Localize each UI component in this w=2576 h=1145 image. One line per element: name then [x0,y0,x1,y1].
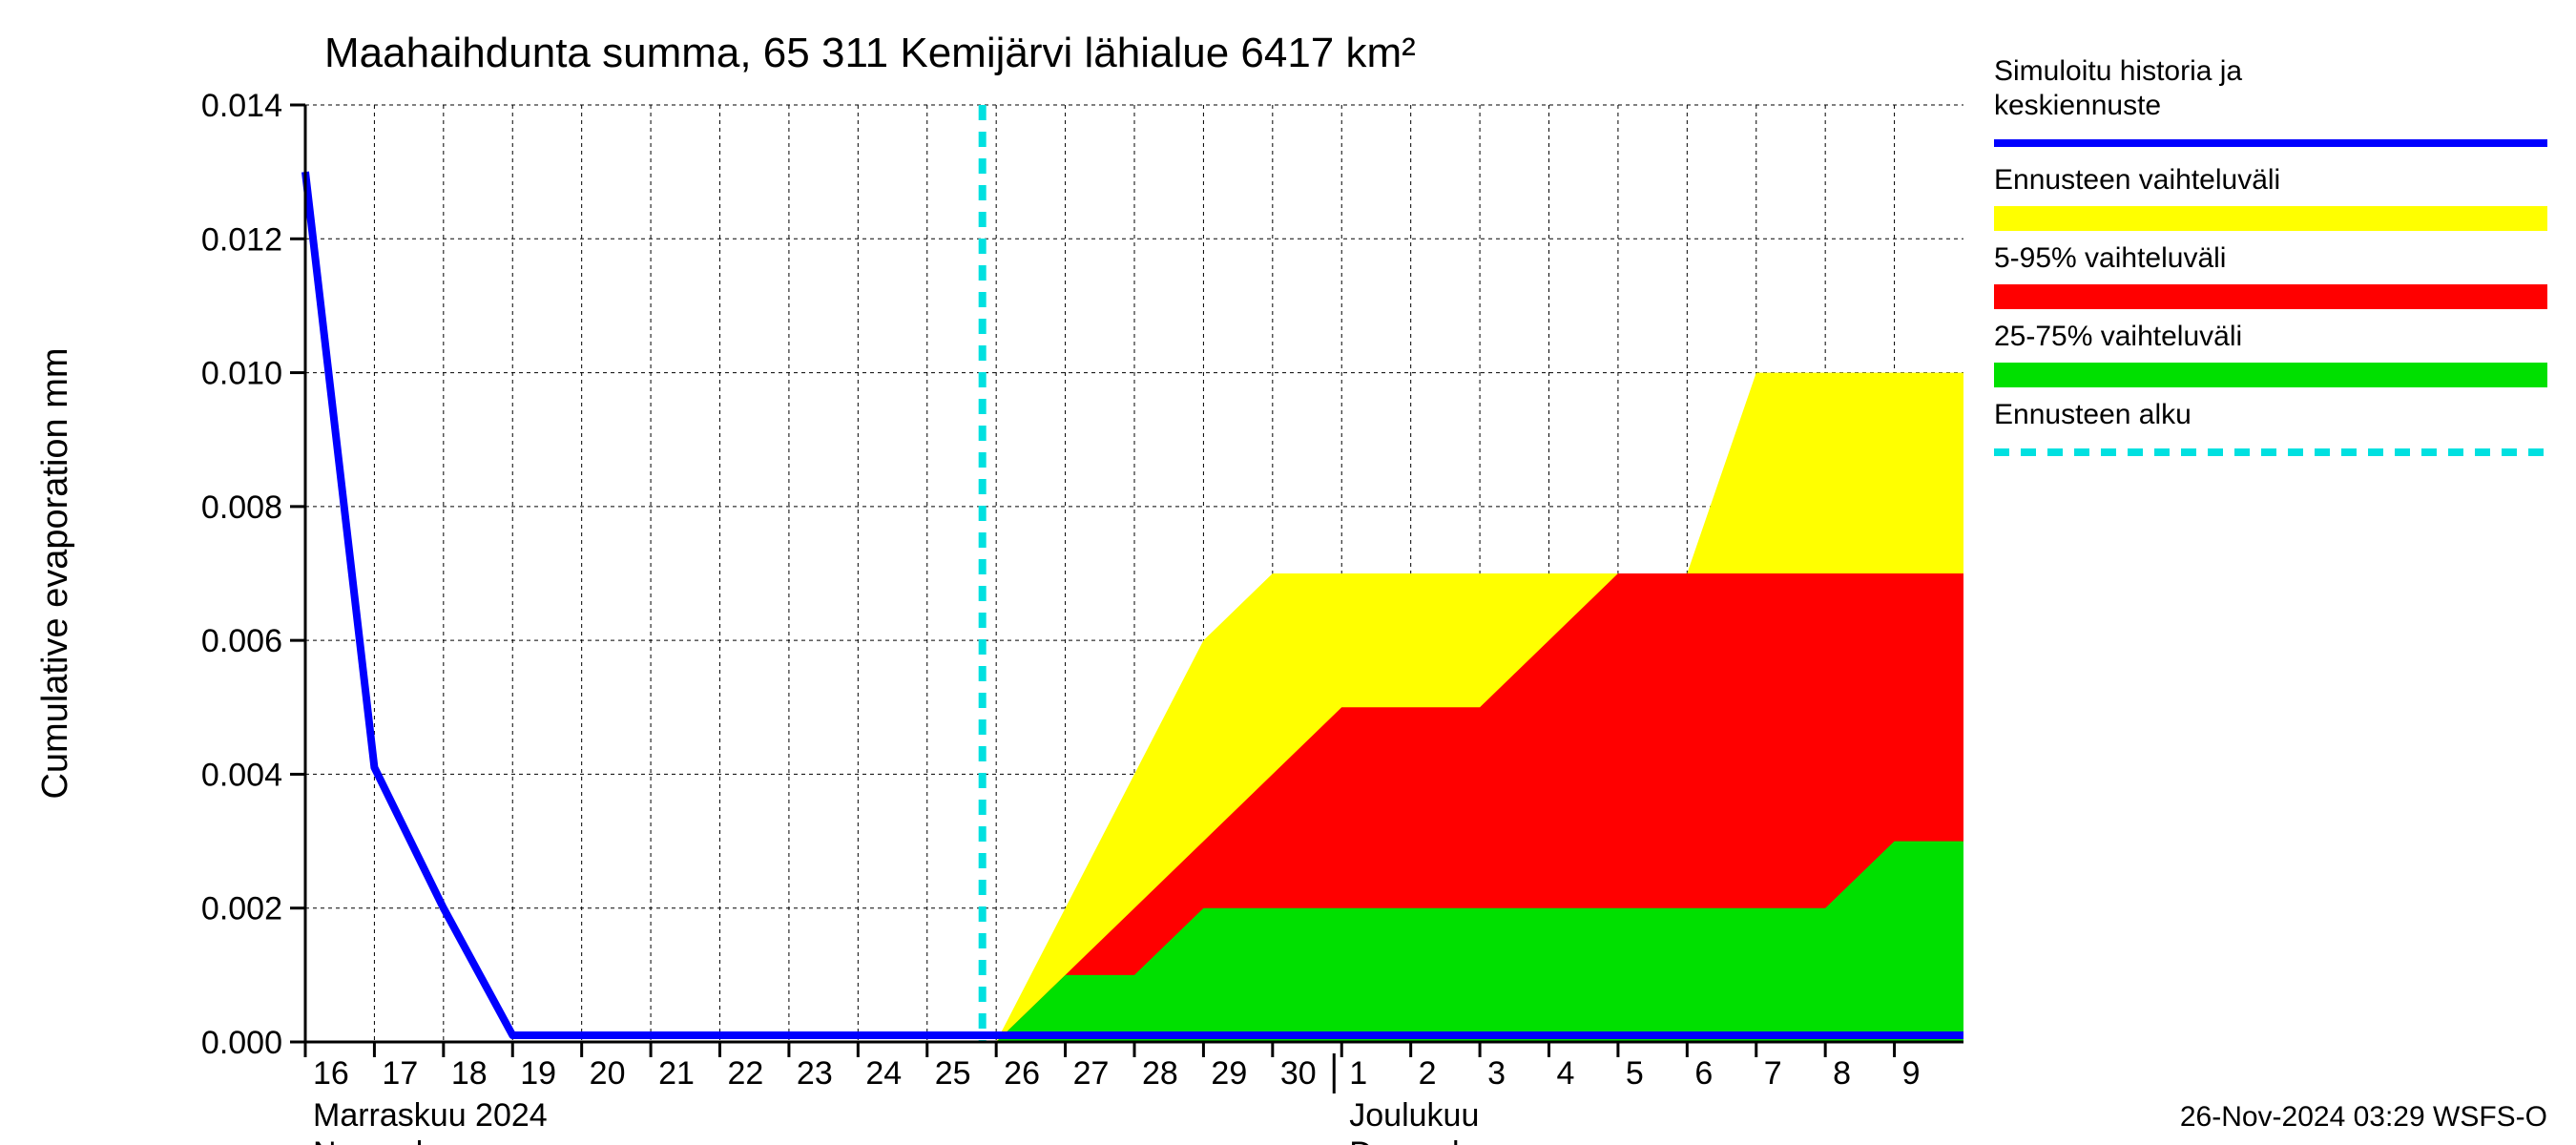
x-tick-label: 6 [1694,1055,1713,1092]
y-axis-label: Cumulative evaporation mm [35,347,75,799]
legend-swatch [1994,284,2547,309]
chart-svg: Maahaihdunta summa, 65 311 Kemijärvi läh… [0,0,2576,1145]
x-tick-label: 26 [1004,1055,1040,1092]
legend-label: keskiennuste [1994,90,2161,121]
x-tick-label: 2 [1419,1055,1437,1092]
x-tick-label: 4 [1557,1055,1575,1092]
x-tick-label: 7 [1764,1055,1782,1092]
x-tick-label: 22 [728,1055,764,1092]
x-tick-label: 25 [935,1055,971,1092]
legend-label: Ennusteen vaihteluväli [1994,164,2280,196]
legend-label: 5-95% vaihteluväli [1994,242,2226,274]
legend-label: Ennusteen alku [1994,399,2192,430]
y-tick-label: 0.000 [201,1025,282,1061]
x-tick-label: 29 [1211,1055,1247,1092]
x-tick-label: 19 [520,1055,556,1092]
month-label-fi: Marraskuu 2024 [313,1097,548,1134]
x-tick-label: 20 [590,1055,626,1092]
month-label-en: November [313,1135,463,1145]
legend-swatch [1994,363,2547,387]
month-label-en: December [1349,1135,1499,1145]
x-tick-label: 27 [1073,1055,1110,1092]
y-tick-label: 0.002 [201,891,282,927]
x-tick-label: 28 [1142,1055,1178,1092]
x-tick-label: 23 [797,1055,833,1092]
x-tick-label: 1 [1349,1055,1367,1092]
x-tick-label: 18 [451,1055,488,1092]
chart-container: Maahaihdunta summa, 65 311 Kemijärvi läh… [0,0,2576,1145]
y-tick-label: 0.004 [201,757,282,793]
y-tick-label: 0.006 [201,623,282,659]
y-tick-label: 0.008 [201,489,282,526]
x-tick-label: 3 [1487,1055,1506,1092]
month-label-fi: Joulukuu [1349,1097,1479,1134]
x-tick-label: 30 [1280,1055,1317,1092]
x-tick-label: 8 [1833,1055,1851,1092]
x-tick-label: 21 [658,1055,695,1092]
chart-title: Maahaihdunta summa, 65 311 Kemijärvi läh… [324,30,1416,76]
x-tick-label: 9 [1902,1055,1921,1092]
y-tick-label: 0.012 [201,221,282,258]
legend-swatch [1994,206,2547,231]
timestamp: 26-Nov-2024 03:29 WSFS-O [2180,1101,2547,1133]
x-tick-label: 5 [1626,1055,1644,1092]
x-tick-label: 24 [865,1055,902,1092]
legend-label: Simuloitu historia ja [1994,55,2242,87]
y-tick-label: 0.014 [201,88,282,124]
x-tick-label: 17 [382,1055,418,1092]
x-tick-label: 16 [313,1055,349,1092]
legend-label: 25-75% vaihteluväli [1994,321,2242,352]
y-tick-label: 0.010 [201,356,282,392]
